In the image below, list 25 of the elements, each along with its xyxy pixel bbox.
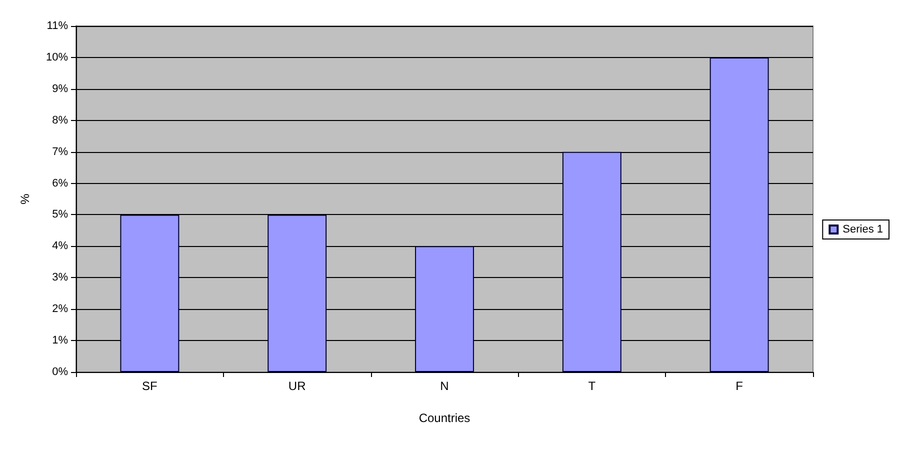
y-tick-label: 4% bbox=[52, 240, 68, 252]
y-tick-label: 7% bbox=[52, 146, 68, 158]
x-tick-label: T bbox=[588, 379, 596, 393]
x-tick-label: N bbox=[440, 379, 449, 393]
y-tick-label: 0% bbox=[52, 366, 68, 378]
bar bbox=[268, 214, 327, 372]
y-tick-label: 6% bbox=[52, 177, 68, 190]
bar bbox=[562, 152, 622, 372]
bar bbox=[710, 57, 769, 372]
y-tick-label: 9% bbox=[52, 82, 68, 95]
bar bbox=[415, 246, 474, 372]
y-tick-label: 3% bbox=[52, 272, 68, 284]
x-tick-label: UR bbox=[288, 379, 306, 393]
y-tick-label: 11% bbox=[46, 20, 68, 32]
x-tick-label: F bbox=[736, 379, 743, 393]
x-tick-label: SF bbox=[142, 379, 158, 393]
bar bbox=[120, 214, 180, 372]
y-tick-label: 2% bbox=[52, 303, 68, 316]
y-tick-label: 10% bbox=[46, 51, 68, 64]
y-axis-title: % bbox=[18, 193, 32, 204]
y-tick-label: 5% bbox=[52, 208, 68, 221]
y-tick-label: 8% bbox=[52, 114, 68, 126]
legend-label: Series 1 bbox=[842, 224, 884, 236]
x-axis-title: Countries bbox=[418, 411, 470, 425]
y-tick-label: 1% bbox=[52, 334, 68, 347]
